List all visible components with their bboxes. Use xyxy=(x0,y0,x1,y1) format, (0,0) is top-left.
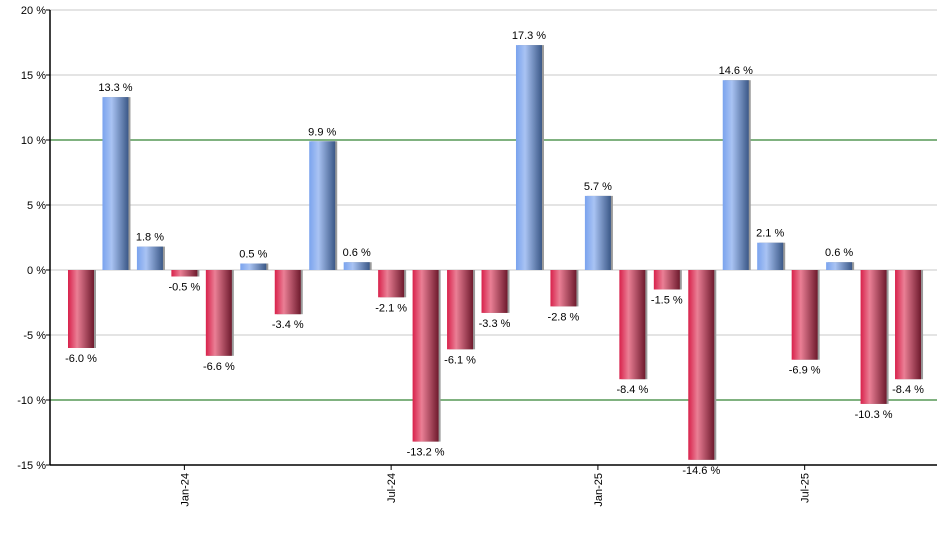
data-label: 17.3 % xyxy=(512,30,546,42)
data-label: -6.1 % xyxy=(444,354,476,366)
data-label: -6.6 % xyxy=(203,361,235,373)
bar xyxy=(343,262,370,270)
y-tick-label: 20 % xyxy=(21,5,46,17)
data-label: -2.8 % xyxy=(548,311,580,323)
bar xyxy=(895,270,922,380)
y-tick-label: -15 % xyxy=(17,460,46,472)
y-tick-label: 5 % xyxy=(27,200,46,212)
bar xyxy=(791,270,818,360)
data-label: 0.6 % xyxy=(825,247,853,259)
bar xyxy=(205,270,232,356)
y-tick-label: 0 % xyxy=(27,265,46,277)
data-label: -3.4 % xyxy=(272,319,304,331)
data-label: 2.1 % xyxy=(756,228,784,240)
x-tick-label: Jan-25 xyxy=(593,473,605,507)
data-label: 14.6 % xyxy=(719,65,753,77)
y-tick-label: 10 % xyxy=(21,135,46,147)
data-label: 5.7 % xyxy=(584,181,612,193)
x-tick-label: Jul-25 xyxy=(800,473,812,503)
y-tick-label: -10 % xyxy=(17,395,46,407)
data-label: -10.3 % xyxy=(855,409,893,421)
y-tick-label: -5 % xyxy=(23,330,46,342)
bar xyxy=(653,270,680,290)
bar xyxy=(826,262,853,270)
data-label: -13.2 % xyxy=(407,447,445,459)
data-label: -1.5 % xyxy=(651,295,683,307)
y-tick-label: 15 % xyxy=(21,70,46,82)
bar xyxy=(722,80,749,270)
bar xyxy=(584,195,611,270)
data-label: 1.8 % xyxy=(136,232,164,244)
bar xyxy=(860,270,887,404)
data-label: -6.9 % xyxy=(789,365,821,377)
data-label: 0.6 % xyxy=(343,247,371,259)
data-label: 9.9 % xyxy=(308,126,336,138)
data-label: 0.5 % xyxy=(239,249,267,261)
data-label: -8.4 % xyxy=(616,384,648,396)
bar xyxy=(412,270,439,442)
data-label: -0.5 % xyxy=(168,282,200,294)
bar xyxy=(481,270,508,313)
bar xyxy=(68,270,94,348)
bar xyxy=(447,270,474,350)
bar xyxy=(619,270,646,380)
bar xyxy=(136,246,163,270)
data-label: -2.1 % xyxy=(375,302,407,314)
bar xyxy=(102,97,129,270)
data-label: 13.3 % xyxy=(98,82,132,94)
bar xyxy=(240,263,267,270)
bar xyxy=(688,270,715,460)
bar xyxy=(515,45,542,270)
x-tick-label: Jul-24 xyxy=(386,473,398,503)
data-label: -3.3 % xyxy=(479,318,511,330)
data-label: -6.0 % xyxy=(65,353,97,365)
data-label: -14.6 % xyxy=(682,465,720,477)
x-tick-label: Jan-24 xyxy=(179,473,191,507)
bar xyxy=(309,141,336,270)
bar xyxy=(378,270,405,298)
bar xyxy=(171,270,198,277)
bar xyxy=(550,270,577,307)
bar xyxy=(757,242,784,270)
data-label: -8.4 % xyxy=(892,384,924,396)
bar xyxy=(274,270,301,315)
